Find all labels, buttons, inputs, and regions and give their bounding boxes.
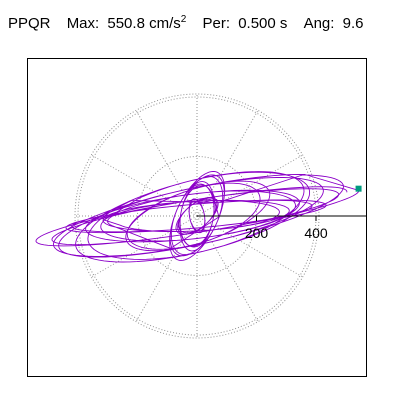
peak-marker: [355, 185, 362, 192]
period-value: 0.500 s: [238, 15, 288, 32]
orbit-path: [35, 171, 360, 263]
period-label: Per:: [202, 15, 231, 32]
angle-label: Ang:: [303, 15, 335, 32]
peak-marker-group: [355, 185, 362, 192]
max-unit-base: cm/s: [149, 15, 181, 32]
angle-value: 9.6: [342, 15, 364, 32]
plot-frame: [27, 58, 367, 377]
radial-tick-label-400: 400: [304, 225, 328, 241]
max-unit: cm/s2: [149, 14, 186, 32]
max-unit-exponent: 2: [180, 14, 187, 25]
max-label: Max:: [66, 15, 100, 32]
grid-spoke-60: [196, 110, 259, 217]
radial-tick-label-200: 200: [245, 225, 269, 241]
grid-spoke-240: [135, 215, 198, 322]
grid-spoke-30: [196, 154, 303, 217]
grid-spoke-330: [196, 215, 303, 278]
grid-spoke-150: [91, 154, 198, 217]
chart-header: PPQR Max: 550.8 cm/s2 Per: 0.500 s Ang: …: [8, 14, 363, 32]
orbit-trace: [35, 171, 360, 263]
radial-axis: 200 400: [197, 215, 366, 241]
grid-spoke-120: [135, 110, 198, 217]
max-value: 550.8: [107, 15, 145, 32]
grid-spoke-210: [91, 215, 198, 278]
grid-spoke-300: [196, 215, 259, 322]
station-code: PPQR: [8, 15, 51, 32]
